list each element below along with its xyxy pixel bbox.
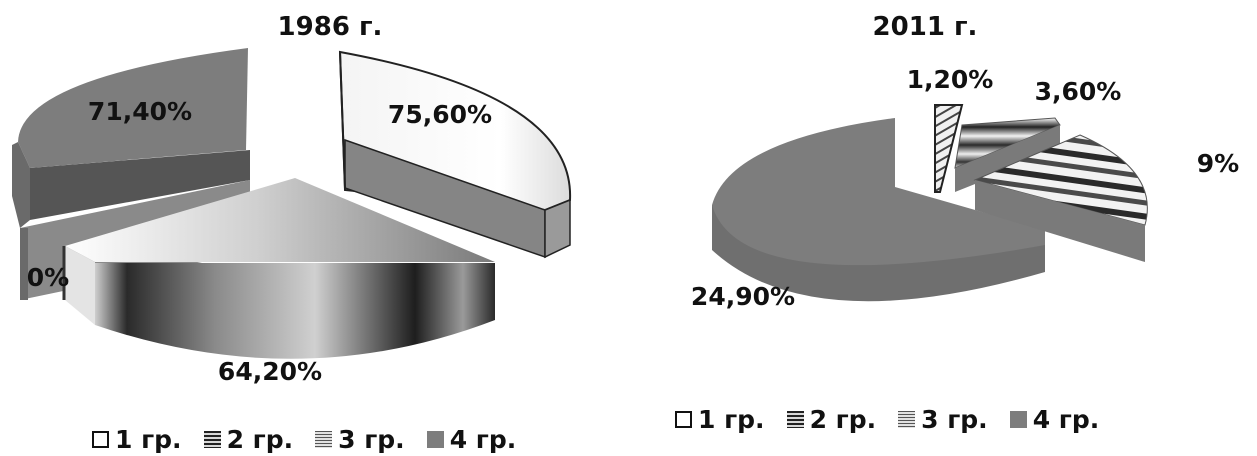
data-label-1986-group3: 0% [27, 263, 69, 292]
legend-label: 3 гр. [921, 405, 988, 434]
data-label-1986-group2: 64,20% [218, 357, 322, 386]
legend-item-1986-group2: 2 гр. [203, 425, 294, 454]
slice-2011-group3 [973, 134, 1148, 262]
legend-swatch-group1 [675, 411, 692, 428]
slice-2011-group2 [954, 117, 1061, 192]
data-label-2011-group2: 3,60% [1035, 77, 1122, 106]
legend-label: 2 гр. [809, 405, 877, 434]
slice-2011-group1 [934, 104, 964, 193]
legend-label: 4 гр. [1032, 405, 1100, 434]
legend-label: 4 гр. [449, 425, 517, 454]
legend-2011: 1 гр. 2 гр. 3 гр. 4 гр. [675, 405, 1099, 434]
legend-swatch-group3 [898, 411, 916, 428]
legend-swatch-group4 [1009, 411, 1027, 428]
legend-label: 2 гр. [226, 425, 294, 454]
data-label-2011-group4: 24,90% [691, 282, 795, 311]
legend-1986: 1 гр. 2 гр. 3 гр. 4 гр. [92, 425, 516, 454]
legend-swatch-group1 [92, 431, 109, 448]
data-label-2011-group3: 9% [1197, 149, 1239, 178]
legend-item-1986-group1: 1 гр. [92, 425, 182, 454]
slice-2011-group4 [712, 118, 1045, 302]
data-label-1986-group4: 71,40% [88, 97, 192, 126]
legend-item-2011-group2: 2 гр. [786, 405, 877, 434]
legend-item-2011-group3: 3 гр. [898, 405, 988, 434]
chart-2011: 2011 г. 1,20% 3,60% 9% 24,90% [691, 12, 1239, 311]
legend-item-1986-group3: 3 гр. [315, 425, 405, 454]
chart-1986: 1986 г. 75,60% 64,20% 0% 71,40% [12, 12, 572, 386]
slice-1986-group1 [338, 50, 572, 259]
legend-label: 1 гр. [698, 405, 765, 434]
legend-swatch-group3 [315, 431, 333, 448]
legend-label: 3 гр. [338, 425, 405, 454]
legend-swatch-group2 [786, 411, 804, 428]
legend-swatch-group2 [203, 431, 221, 448]
legend-item-2011-group1: 1 гр. [675, 405, 765, 434]
legend-item-1986-group4: 4 гр. [426, 425, 517, 454]
data-label-1986-group1: 75,60% [388, 100, 492, 129]
data-label-2011-group1: 1,20% [907, 65, 994, 94]
legend-label: 1 гр. [115, 425, 182, 454]
chart-1986-title: 1986 г. [278, 12, 383, 42]
chart-2011-title: 2011 г. [873, 12, 978, 42]
legend-swatch-group4 [426, 431, 444, 448]
legend-item-2011-group4: 4 гр. [1009, 405, 1100, 434]
slice-1986-group2 [65, 178, 495, 359]
